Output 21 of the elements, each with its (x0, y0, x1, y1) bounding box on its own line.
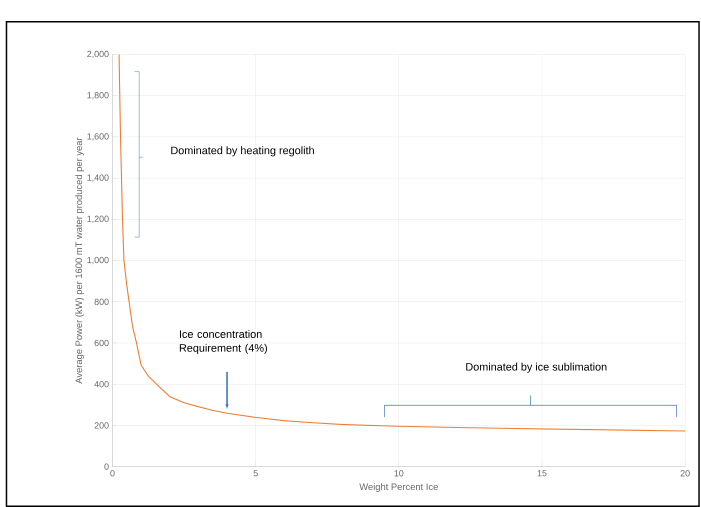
x-tick-label: 5 (254, 470, 258, 476)
y-axis-title: Average Power (kW) per 1600 mT water produced per year (75, 137, 84, 384)
y-tick-label: 800 (94, 298, 109, 305)
y-tick-label: 1,600 (87, 133, 109, 140)
y-tick-label: 1,200 (87, 216, 109, 223)
annotation: Dominated by ice sublimation (466, 362, 606, 373)
y-tick-label: 1,000 (87, 256, 109, 264)
y-tick-label: 2,000 (87, 50, 109, 58)
x-tick-label: 15 (538, 470, 547, 476)
y-tick-label: 400 (94, 380, 109, 388)
x-axis-title: Weight Percent Ice (359, 483, 438, 492)
annotation: Dominated by heating regolith (171, 146, 314, 156)
x-tick-label: 10 (394, 470, 404, 476)
annotation: Ice concentration Requirement (4%) (180, 330, 267, 354)
y-tick-label: 1,400 (87, 174, 109, 182)
x-tick-label: 0 (110, 470, 115, 476)
y-tick-label: 1,800 (87, 92, 109, 100)
y-tick-label: 600 (94, 340, 109, 346)
y-tick-label: 200 (94, 422, 109, 428)
x-tick-label: 20 (680, 470, 690, 476)
y-tick-label: 0 (104, 463, 109, 470)
